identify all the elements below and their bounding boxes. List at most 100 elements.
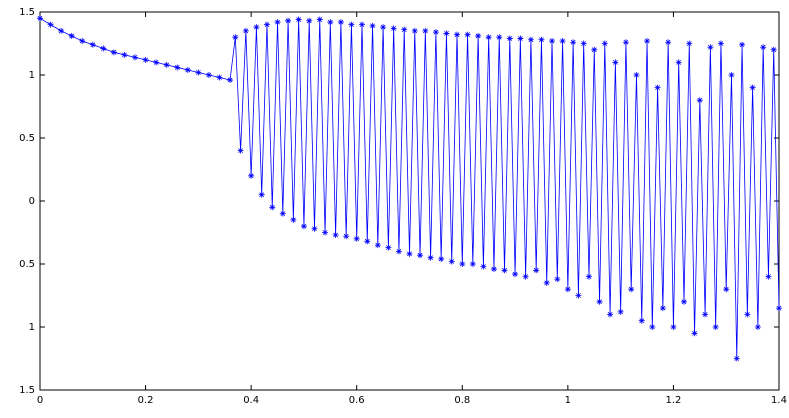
data-marker xyxy=(686,40,693,47)
data-marker xyxy=(380,24,387,31)
data-marker xyxy=(485,34,492,41)
data-marker xyxy=(596,298,603,305)
data-marker xyxy=(258,191,265,198)
data-marker xyxy=(306,17,313,24)
data-marker xyxy=(422,27,429,34)
data-marker xyxy=(464,31,471,38)
data-marker xyxy=(670,324,677,330)
data-marker xyxy=(638,317,645,324)
data-marker xyxy=(417,252,424,259)
x-tick-label: 1.2 xyxy=(665,395,681,406)
data-marker xyxy=(512,271,519,278)
data-marker xyxy=(195,69,202,76)
data-marker xyxy=(290,216,297,223)
data-marker xyxy=(242,27,249,34)
data-marker xyxy=(654,84,661,91)
data-marker xyxy=(269,204,276,211)
y-tick-label: 1.5 xyxy=(19,385,35,396)
data-marker xyxy=(232,34,239,41)
data-marker xyxy=(68,32,75,39)
data-line xyxy=(39,17,780,359)
data-marker xyxy=(707,44,714,51)
data-marker xyxy=(591,46,598,53)
data-marker xyxy=(227,77,234,84)
data-marker xyxy=(279,210,286,217)
data-marker xyxy=(142,56,149,63)
data-marker xyxy=(58,27,65,34)
data-marker xyxy=(401,26,408,33)
data-marker xyxy=(554,276,561,283)
data-marker xyxy=(585,273,592,280)
data-marker xyxy=(448,258,455,265)
data-marker xyxy=(174,64,181,71)
data-marker xyxy=(390,25,397,32)
data-marker xyxy=(770,46,777,53)
data-marker xyxy=(237,147,244,154)
data-marker xyxy=(617,308,624,315)
data-marker xyxy=(628,286,635,293)
data-marker xyxy=(37,15,43,22)
data-marker xyxy=(723,286,730,293)
data-marker xyxy=(253,24,260,31)
data-marker xyxy=(480,263,487,270)
data-marker xyxy=(216,74,223,81)
data-marker xyxy=(696,97,703,104)
data-marker xyxy=(538,36,545,43)
y-tick-label: 0 xyxy=(29,196,35,207)
data-marker xyxy=(248,172,255,179)
data-marker xyxy=(100,45,107,52)
data-marker xyxy=(612,59,619,66)
data-marker xyxy=(300,223,307,230)
data-marker xyxy=(47,21,54,28)
data-marker xyxy=(348,21,355,28)
data-marker xyxy=(675,59,682,66)
data-marker xyxy=(427,254,434,261)
data-marker xyxy=(295,16,302,23)
data-marker xyxy=(522,273,529,280)
x-tick-label: 0.4 xyxy=(243,395,259,406)
data-marker xyxy=(89,41,96,48)
x-tick-label: 0.8 xyxy=(454,395,470,406)
data-marker xyxy=(570,39,577,46)
data-marker xyxy=(432,29,439,36)
data-marker xyxy=(153,59,160,66)
data-marker xyxy=(760,44,767,51)
data-marker xyxy=(385,244,392,251)
data-marker xyxy=(337,19,344,26)
data-marker xyxy=(549,37,556,44)
y-tick-label: 1 xyxy=(29,70,35,81)
data-marker xyxy=(490,266,497,273)
data-marker xyxy=(132,54,139,61)
y-tick-label: 1 xyxy=(29,322,35,333)
data-marker xyxy=(205,72,212,78)
data-marker xyxy=(533,267,540,274)
data-marker xyxy=(459,261,466,267)
data-marker xyxy=(564,286,571,293)
data-marker xyxy=(79,37,86,44)
data-marker xyxy=(374,242,381,249)
data-marker xyxy=(438,255,445,262)
data-marker xyxy=(739,41,746,48)
data-marker xyxy=(680,298,687,305)
data-marker xyxy=(665,39,672,46)
data-marker xyxy=(733,355,740,362)
data-marker xyxy=(184,66,191,73)
data-marker xyxy=(754,324,761,330)
data-marker xyxy=(322,229,329,236)
data-marker xyxy=(559,37,566,44)
data-marker xyxy=(454,31,461,38)
data-marker xyxy=(358,21,365,28)
x-tick-label: 1.4 xyxy=(771,395,787,406)
x-tick-label: 0 xyxy=(37,395,43,406)
data-marker xyxy=(110,49,117,56)
data-marker xyxy=(332,232,339,239)
data-marker xyxy=(575,292,582,299)
data-marker xyxy=(411,27,418,34)
data-marker xyxy=(691,330,698,337)
data-marker xyxy=(517,35,524,42)
data-marker xyxy=(749,84,756,91)
data-marker xyxy=(163,61,170,68)
data-marker xyxy=(469,261,476,267)
data-marker xyxy=(316,16,323,23)
